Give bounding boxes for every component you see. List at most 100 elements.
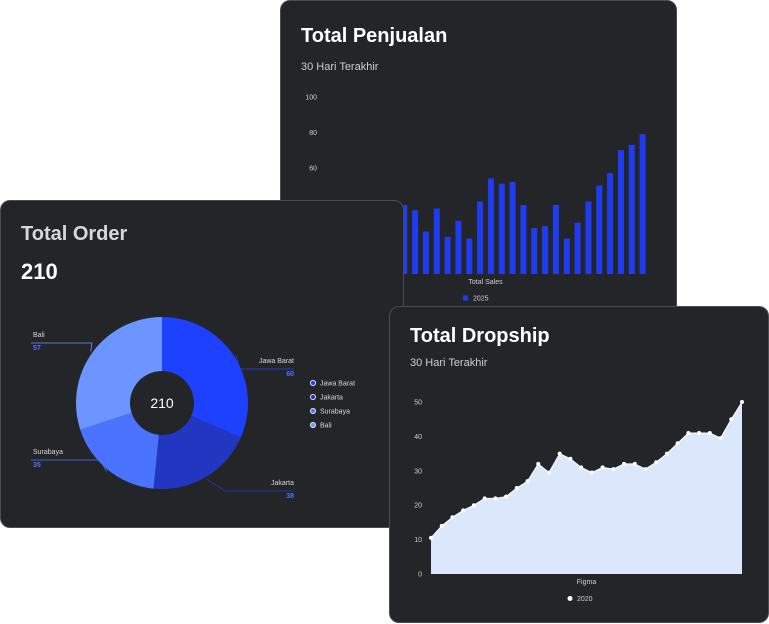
donut-callout-label: Jakarta xyxy=(271,480,294,487)
y-tick-label: 50 xyxy=(414,400,422,407)
data-point xyxy=(664,451,669,456)
dropship-subtitle: 30 Hari Terakhir xyxy=(410,357,488,369)
bar xyxy=(596,185,603,274)
legend-marker xyxy=(567,596,573,601)
data-point xyxy=(471,503,476,508)
bar xyxy=(509,181,516,274)
y-tick-label: 40 xyxy=(414,434,422,441)
bar xyxy=(422,231,429,274)
data-point xyxy=(493,496,498,501)
data-point xyxy=(707,430,712,435)
legend-swatch xyxy=(463,295,468,301)
bar xyxy=(574,222,581,274)
dropship-title: Total Dropship xyxy=(410,325,550,347)
donut-center-label: 210 xyxy=(150,395,174,411)
legend-marker xyxy=(309,407,316,414)
data-point xyxy=(611,467,616,472)
bar xyxy=(628,144,635,274)
bar xyxy=(412,210,419,274)
order-total: 210 xyxy=(21,259,58,284)
data-point xyxy=(643,467,648,472)
data-point xyxy=(600,465,605,470)
order-donut-chart: 210 Jawa Barat 60 Jakarta 38 Surabaya 35 Bali 57… xyxy=(31,317,355,500)
donut-callout-label: Jawa Barat xyxy=(259,358,294,365)
donut-callout-value: 57 xyxy=(33,345,41,352)
data-point xyxy=(589,470,594,475)
y-tick-label: 0 xyxy=(418,572,422,579)
data-point xyxy=(482,496,487,501)
bar xyxy=(639,134,646,274)
donut-slice xyxy=(162,317,248,438)
donut-callout-value: 38 xyxy=(286,493,294,500)
y-tick-label: 30 xyxy=(414,468,422,475)
legend-marker xyxy=(309,379,316,386)
bar xyxy=(444,236,451,274)
order-card: Total Order 210 210 Jawa Barat 60 Jakarta 38… xyxy=(0,200,404,528)
x-axis-label: Total Sales xyxy=(468,279,503,286)
donut-callout-line xyxy=(235,354,294,370)
data-point xyxy=(632,461,637,466)
data-point xyxy=(675,441,680,446)
legend-marker xyxy=(309,393,316,400)
y-tick-label: 100 xyxy=(305,95,317,102)
donut-callout-line xyxy=(206,478,294,492)
area-fill xyxy=(431,402,742,574)
donut-slice xyxy=(76,317,162,430)
data-point xyxy=(450,515,455,520)
bar xyxy=(498,183,505,274)
data-point xyxy=(461,508,466,513)
bar xyxy=(433,208,440,274)
legend-label: Jawa Barat xyxy=(320,381,355,388)
donut-callout-value: 60 xyxy=(286,371,294,378)
order-title: Total Order xyxy=(21,223,128,245)
data-point xyxy=(536,461,541,466)
bar xyxy=(585,201,592,274)
dropship-area-chart: 0 10 20 30 40 50 Figma 2020 xyxy=(414,400,744,603)
donut-callout-label: Surabaya xyxy=(33,449,63,456)
sales-title: Total Penjualan xyxy=(301,25,448,47)
bar xyxy=(487,178,494,274)
data-point xyxy=(525,479,530,484)
data-point xyxy=(568,456,573,461)
bar xyxy=(607,173,614,274)
legend-label: Bali xyxy=(320,423,332,430)
data-point xyxy=(718,436,723,441)
bar xyxy=(531,227,538,274)
bar xyxy=(617,150,624,274)
data-point xyxy=(622,461,627,466)
y-tick-label: 60 xyxy=(309,165,317,172)
data-point xyxy=(546,470,551,475)
donut-callout-value: 35 xyxy=(33,462,41,469)
donut-slice xyxy=(153,415,241,489)
data-point xyxy=(429,535,433,540)
bar xyxy=(542,226,549,274)
legend-label: 2020 xyxy=(577,596,593,603)
bar xyxy=(477,201,484,274)
y-tick-label: 20 xyxy=(414,503,422,510)
y-tick-label: 10 xyxy=(414,537,422,544)
bar xyxy=(520,204,527,274)
donut-callout-line xyxy=(31,459,108,472)
data-point xyxy=(439,523,444,528)
bar xyxy=(401,204,408,274)
data-point xyxy=(740,400,744,404)
legend-marker xyxy=(309,421,316,428)
bar xyxy=(563,238,570,274)
dropship-card: Total Dropship 30 Hari Terakhir 0 10 20 30 4… xyxy=(389,306,769,623)
donut-callout-line xyxy=(31,342,93,352)
data-point xyxy=(686,430,691,435)
data-point xyxy=(697,430,702,435)
data-point xyxy=(557,451,562,456)
bar xyxy=(455,220,462,274)
legend-label: 2025 xyxy=(473,296,489,303)
sales-subtitle: 30 Hari Terakhir xyxy=(301,61,379,73)
donut-slice xyxy=(80,412,159,489)
data-point xyxy=(504,494,509,499)
data-point xyxy=(654,460,659,465)
donut-callout-label: Bali xyxy=(33,332,45,339)
bar xyxy=(552,204,559,274)
bar xyxy=(466,238,473,274)
y-tick-label: 80 xyxy=(309,130,317,137)
legend-label: Jakarta xyxy=(320,395,343,402)
x-axis-label: Figma xyxy=(577,579,597,586)
